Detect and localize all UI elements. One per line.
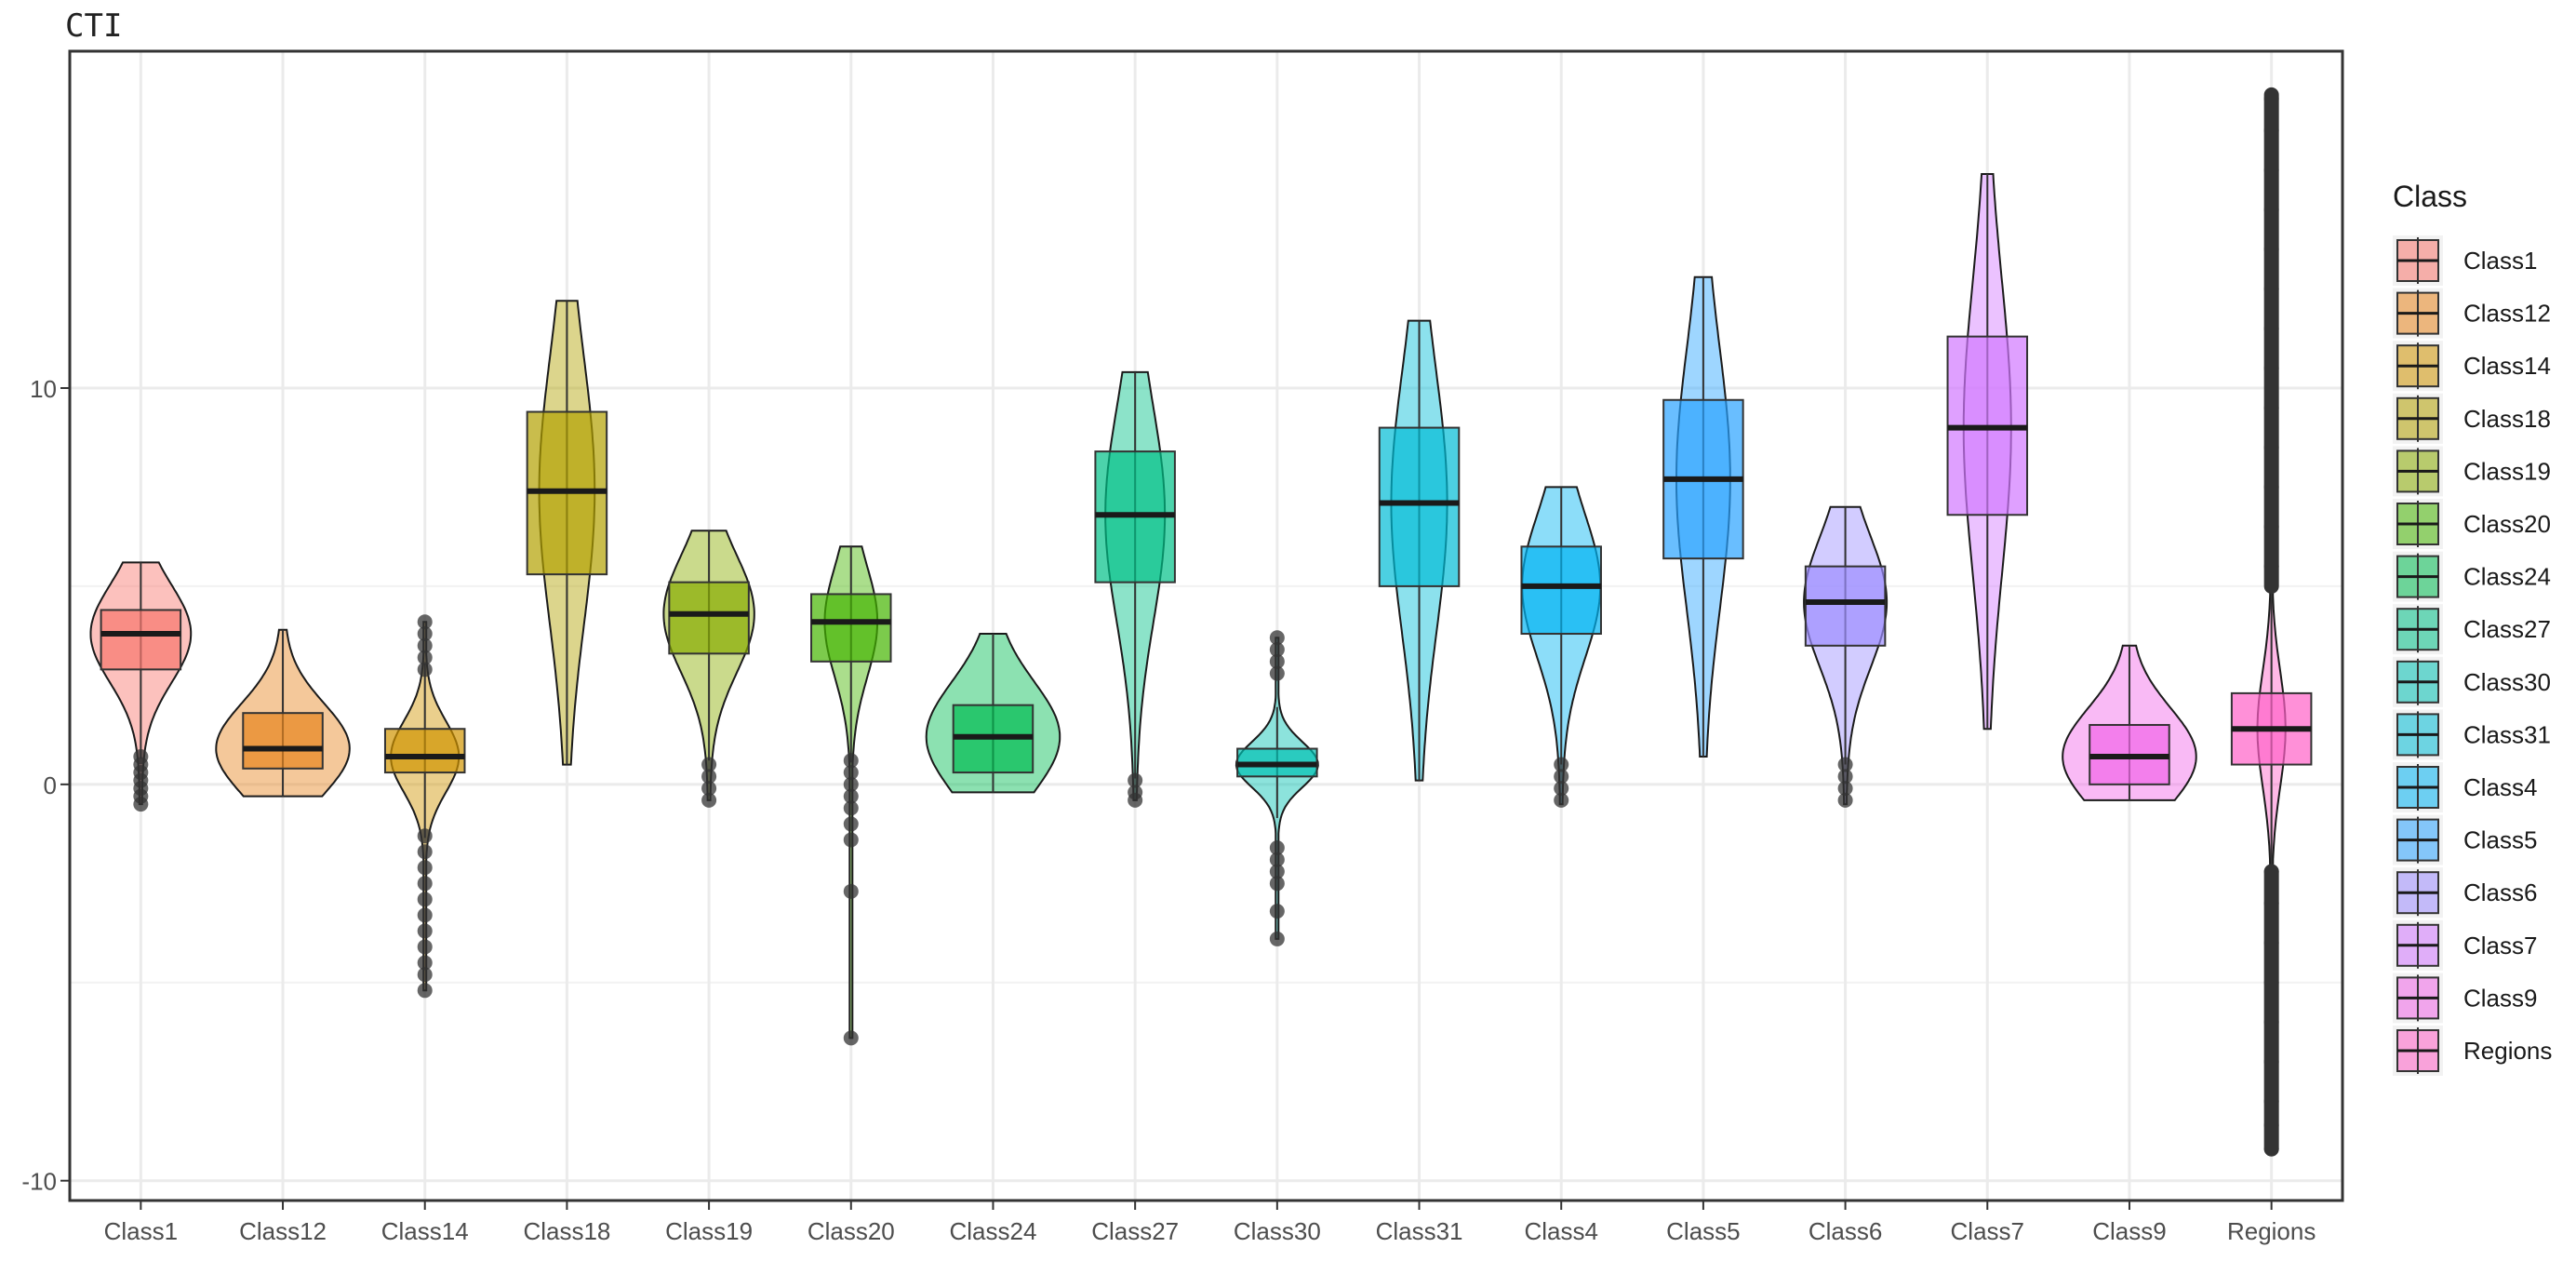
outlier-point <box>417 955 433 971</box>
box-class6 <box>1804 565 1887 647</box>
legend-label: Class14 <box>2463 352 2551 380</box>
legend-label: Class31 <box>2463 720 2551 748</box>
box-class31 <box>1378 426 1461 587</box>
box-class14 <box>383 728 466 774</box>
legend-label: Class30 <box>2463 668 2551 696</box>
outlier-point <box>1269 864 1285 879</box>
legend-label: Class1 <box>2463 247 2537 275</box>
outlier-point <box>701 757 717 772</box>
x-tick-label: Class1 <box>104 1217 178 1245</box>
outlier-point <box>417 892 433 907</box>
x-tick-label: Class7 <box>1951 1217 2024 1245</box>
x-tick-label: Class12 <box>239 1217 327 1245</box>
outlier-point <box>1269 876 1285 892</box>
outlier-point <box>843 1030 859 1046</box>
x-tick-label: Class5 <box>1666 1217 1740 1245</box>
outlier-point <box>843 832 859 848</box>
legend-label: Class5 <box>2463 826 2537 854</box>
outlier-point <box>417 614 433 630</box>
outlier-point <box>701 781 717 797</box>
legend-label: Class18 <box>2463 405 2551 433</box>
box-class1 <box>100 609 182 671</box>
outlier-point <box>1837 792 1853 808</box>
outlier-point <box>1269 630 1285 646</box>
legend-title: Class <box>2393 180 2467 213</box>
legend-label: Class24 <box>2463 563 2551 591</box>
legend-label: Regions <box>2463 1037 2552 1065</box>
chart-title: CTI <box>65 7 123 45</box>
outlier-point <box>1128 792 1143 808</box>
outlier-point <box>417 939 433 955</box>
x-tick-label: Class24 <box>950 1217 1037 1245</box>
outlier-point <box>417 967 433 983</box>
legend-label: Class6 <box>2463 879 2537 906</box>
legend-label: Class20 <box>2463 510 2551 538</box>
outlier-point <box>1269 665 1285 681</box>
x-tick-label: Class6 <box>1809 1217 1882 1245</box>
outlier-point <box>843 788 859 804</box>
outlier-point <box>843 753 859 769</box>
box-class12 <box>242 712 324 770</box>
x-tick-label: Class19 <box>665 1217 753 1245</box>
y-tick-label: 0 <box>44 771 57 799</box>
outlier-point <box>843 765 859 781</box>
outlier-point <box>417 983 433 999</box>
legend-label: Class12 <box>2463 300 2551 328</box>
outlier-point <box>843 800 859 816</box>
legend-label: Class7 <box>2463 932 2537 959</box>
outlier-point <box>417 860 433 876</box>
outlier-point <box>1269 653 1285 669</box>
outlier-point <box>1269 852 1285 867</box>
x-tick-label: Regions <box>2227 1217 2316 1245</box>
outlier-point <box>417 876 433 892</box>
x-tick-label: Class30 <box>1234 1217 1321 1245</box>
y-tick-label: 10 <box>30 375 57 403</box>
outlier-point <box>1269 931 1285 946</box>
outlier-point <box>701 769 717 785</box>
outlier-point <box>133 797 149 812</box>
plot-panel <box>70 51 2342 1201</box>
outlier-point <box>1269 839 1285 855</box>
outlier-point <box>417 626 433 642</box>
x-tick-label: Class31 <box>1376 1217 1463 1245</box>
x-tick-label: Class20 <box>808 1217 895 1245</box>
y-tick-label: -10 <box>21 1168 57 1196</box>
outlier-point <box>843 816 859 832</box>
outlier-point <box>417 923 433 939</box>
legend-label: Class4 <box>2463 773 2537 801</box>
outlier-point <box>1554 792 1569 808</box>
outlier-point <box>417 828 433 844</box>
outlier-point <box>417 637 433 653</box>
outlier-point <box>417 844 433 860</box>
outlier-point <box>1554 769 1569 785</box>
box-class20 <box>810 593 892 663</box>
outlier-point <box>1837 781 1853 797</box>
legend-label: Class9 <box>2463 984 2537 1012</box>
outlier-point <box>843 776 859 792</box>
outlier-point <box>701 792 717 808</box>
outlier-point <box>1837 757 1853 772</box>
box-class19 <box>668 581 750 655</box>
legend-label: Class19 <box>2463 457 2551 485</box>
outlier-point <box>1269 642 1285 658</box>
plot-border <box>68 49 2344 1202</box>
box-class4 <box>1520 545 1602 636</box>
outlier-point <box>417 650 433 665</box>
outlier-point <box>1554 757 1569 772</box>
outlier-point <box>417 907 433 923</box>
x-tick-label: Class9 <box>2092 1217 2166 1245</box>
outlier-point <box>417 662 433 677</box>
x-tick-label: Class14 <box>381 1217 469 1245</box>
legend-label: Class27 <box>2463 615 2551 643</box>
outlier-point <box>1554 781 1569 797</box>
outlier-point <box>1837 769 1853 785</box>
outlier-point <box>1128 772 1143 788</box>
outlier-point <box>843 883 859 899</box>
outlier-point <box>1269 904 1285 919</box>
x-tick-label: Class18 <box>523 1217 610 1245</box>
x-tick-label: Class4 <box>1524 1217 1597 1245</box>
x-tick-label: Class27 <box>1091 1217 1179 1245</box>
